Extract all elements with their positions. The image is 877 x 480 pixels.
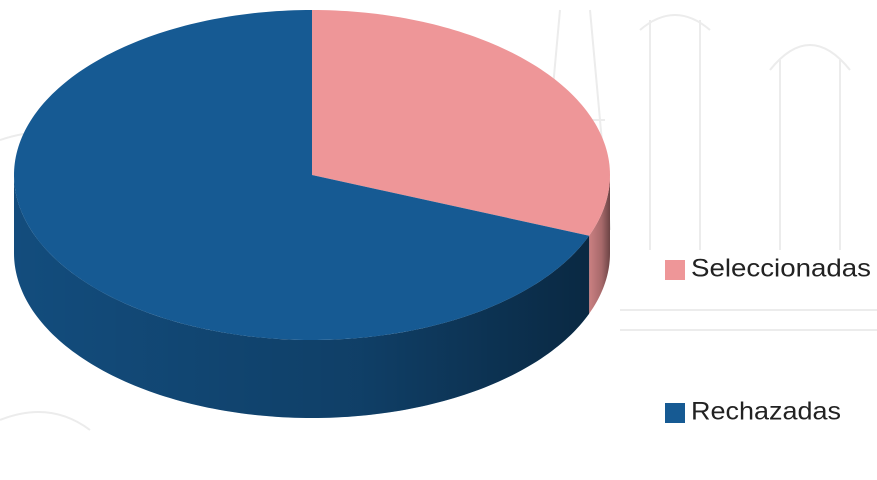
- legend-label: Rechazadas: [691, 398, 841, 426]
- slice: [14, 10, 590, 340]
- legend-swatch: [665, 260, 685, 280]
- slice: [312, 10, 610, 236]
- legend-label: Seleccionadas: [691, 255, 871, 283]
- slice-side-shade: [14, 175, 590, 418]
- legend-swatch: [665, 403, 685, 423]
- slice-side-shade: [589, 175, 610, 314]
